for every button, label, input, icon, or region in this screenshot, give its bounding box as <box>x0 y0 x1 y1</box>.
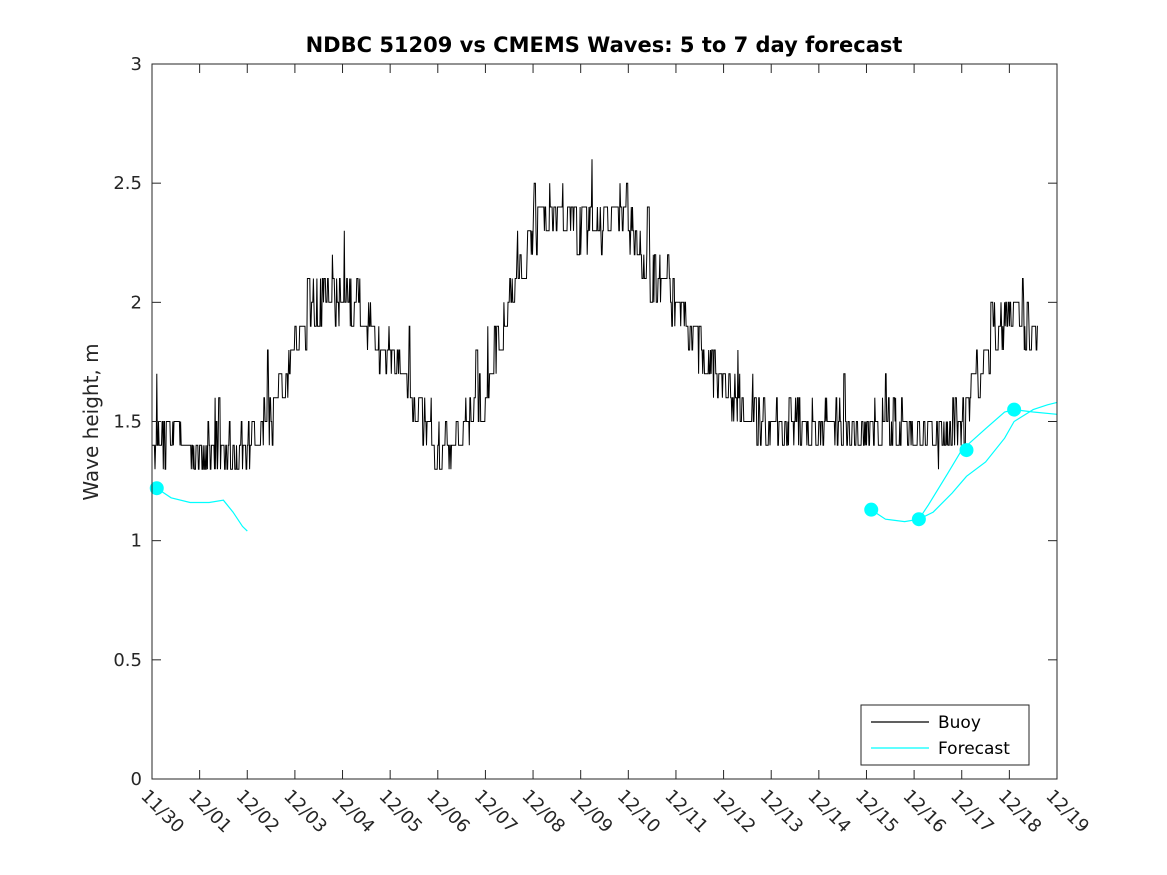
x-tick-label: 12/15 <box>851 786 903 838</box>
x-tick-label: 12/04 <box>327 786 379 838</box>
forecast-marker <box>959 443 974 458</box>
x-tick-label: 12/19 <box>1041 786 1093 838</box>
legend-label: Forecast <box>938 739 1010 759</box>
x-tick-label: 12/17 <box>946 786 998 838</box>
x-tick-label: 12/18 <box>994 786 1046 838</box>
y-axis-label: Wave height, m <box>79 343 103 500</box>
legend: Buoy Forecast <box>860 704 1030 766</box>
x-tick-label: 12/11 <box>660 786 712 838</box>
forecast-series-line <box>918 401 1058 520</box>
x-tick-label: 12/10 <box>613 786 665 838</box>
forecast-marker <box>149 481 164 496</box>
x-tick-label: 12/13 <box>756 786 808 838</box>
x-tick-label: 12/16 <box>899 786 951 838</box>
y-tick-label: 2 <box>131 292 142 313</box>
x-tick-label: 12/07 <box>470 786 522 838</box>
x-tick-label: 12/08 <box>518 786 570 838</box>
forecast-marker <box>864 502 879 517</box>
forecast-series-line <box>156 487 248 532</box>
forecast-marker <box>911 512 926 527</box>
x-tick-label: 11/30 <box>136 786 188 838</box>
legend-box <box>860 704 1030 766</box>
y-tick-label: 0.5 <box>113 650 142 671</box>
x-tick-label: 12/14 <box>803 786 855 838</box>
x-tick-label: 12/03 <box>279 786 331 838</box>
y-tick-label: 1 <box>131 531 142 552</box>
legend-label: Buoy <box>938 713 981 733</box>
axes-box <box>151 63 1058 780</box>
plot-area <box>149 159 1058 532</box>
y-tick-label: 1.5 <box>113 412 142 433</box>
buoy-series-line <box>152 159 1038 470</box>
x-tick-label: 12/09 <box>565 786 617 838</box>
x-tick-label: 12/05 <box>375 786 427 838</box>
x-tick-label: 12/01 <box>184 786 236 838</box>
x-tick-label: 12/02 <box>232 786 284 838</box>
y-tick-label: 0 <box>131 769 142 790</box>
y-tick-label: 2.5 <box>113 173 142 194</box>
chart-title: NDBC 51209 vs CMEMS Waves: 5 to 7 day fo… <box>306 33 903 57</box>
y-tick-label: 3 <box>131 54 142 75</box>
x-tick-label: 12/12 <box>708 786 760 838</box>
x-tick-label: 12/06 <box>422 786 474 838</box>
forecast-marker <box>1007 402 1022 417</box>
